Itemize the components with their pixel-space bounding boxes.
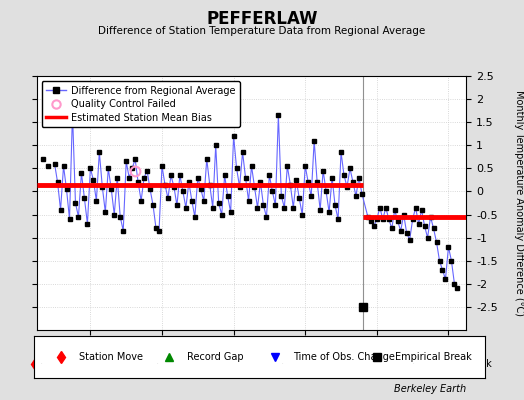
Legend: Difference from Regional Average, Quality Control Failed, Estimated Station Mean: Difference from Regional Average, Qualit… xyxy=(41,81,240,127)
Text: Record Gap: Record Gap xyxy=(158,359,215,369)
Text: Time of Obs. Change: Time of Obs. Change xyxy=(293,352,395,362)
Text: Berkeley Earth: Berkeley Earth xyxy=(394,384,466,394)
Text: Empirical Break: Empirical Break xyxy=(395,352,471,362)
Text: Empirical Break: Empirical Break xyxy=(415,359,492,369)
Text: Record Gap: Record Gap xyxy=(187,352,244,362)
Text: PEFFERLAW: PEFFERLAW xyxy=(206,10,318,28)
Text: Station Move: Station Move xyxy=(79,352,143,362)
Y-axis label: Monthly Temperature Anomaly Difference (°C): Monthly Temperature Anomaly Difference (… xyxy=(515,90,524,316)
Text: Station Move: Station Move xyxy=(43,359,107,369)
Text: Time of Obs. Change: Time of Obs. Change xyxy=(284,359,386,369)
Text: Difference of Station Temperature Data from Regional Average: Difference of Station Temperature Data f… xyxy=(99,26,425,36)
